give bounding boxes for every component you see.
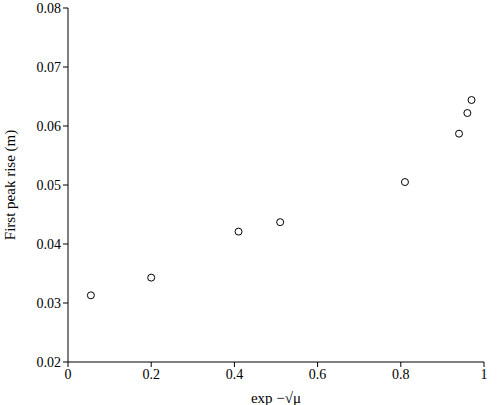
- svg-text:0.02: 0.02: [37, 355, 62, 370]
- svg-text:0.03: 0.03: [37, 296, 62, 311]
- svg-text:0.4: 0.4: [226, 367, 244, 382]
- svg-text:First peak rise (m): First peak rise (m): [8, 130, 19, 240]
- svg-text:0.05: 0.05: [37, 178, 62, 193]
- svg-text:0.8: 0.8: [392, 367, 410, 382]
- svg-text:0.2: 0.2: [142, 367, 160, 382]
- svg-text:exp −√μ: exp −√μ: [251, 390, 301, 405]
- svg-text:1: 1: [481, 367, 488, 382]
- svg-text:0.6: 0.6: [309, 367, 327, 382]
- svg-text:0.08: 0.08: [37, 1, 62, 16]
- svg-text:0.07: 0.07: [37, 60, 62, 75]
- svg-text:0: 0: [65, 367, 72, 382]
- svg-text:0.04: 0.04: [37, 237, 62, 252]
- svg-text:0.06: 0.06: [37, 119, 62, 134]
